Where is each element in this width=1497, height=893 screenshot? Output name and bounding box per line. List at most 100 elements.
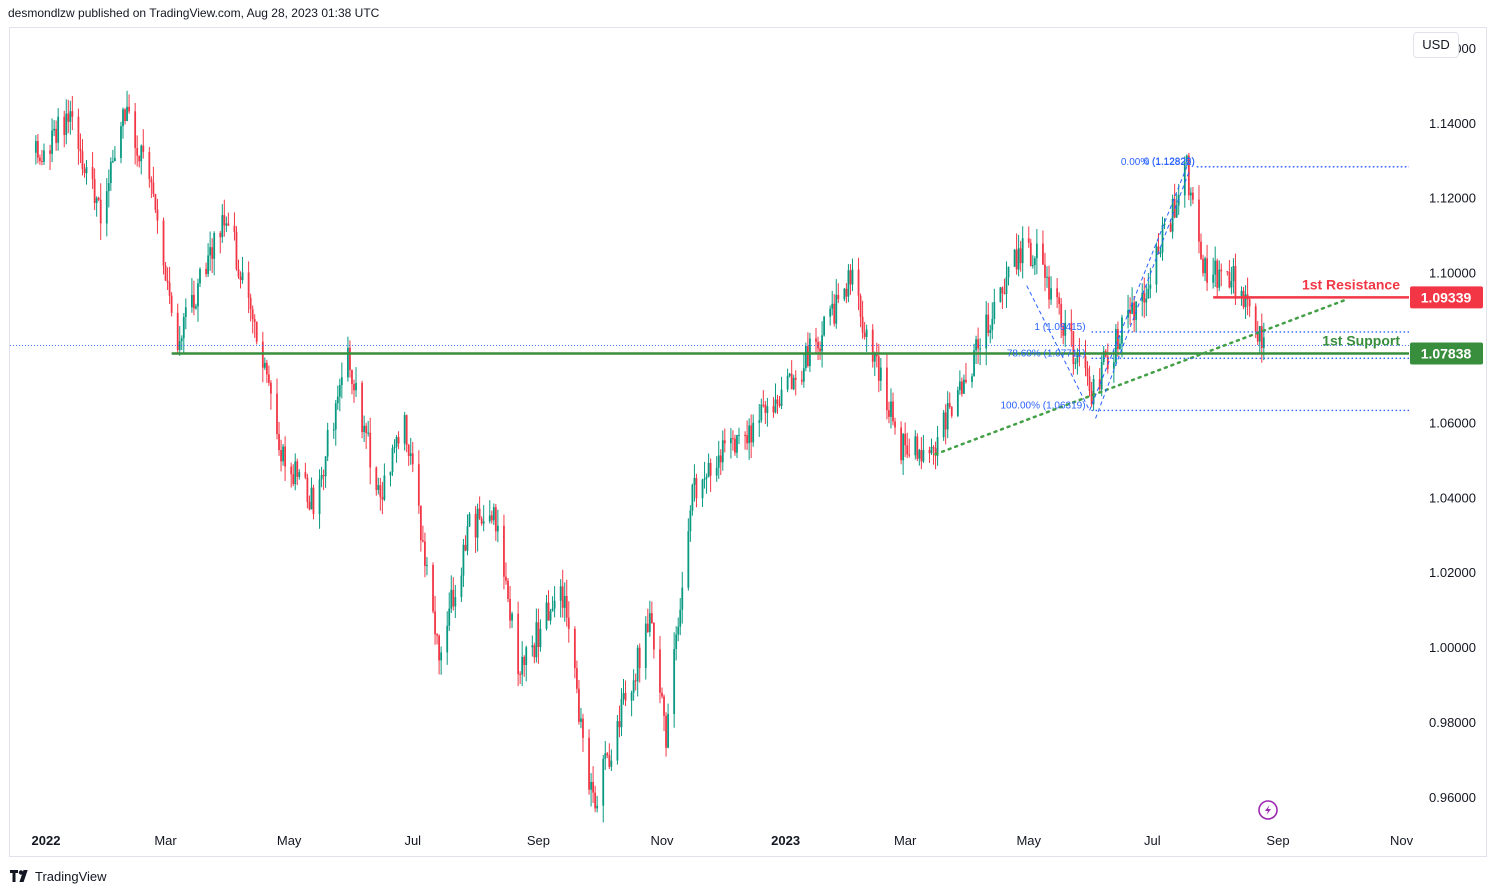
candle-body — [166, 280, 169, 283]
candle-body — [71, 111, 74, 117]
candle-body — [975, 339, 977, 351]
candle-body — [1157, 246, 1160, 254]
candle-body — [849, 270, 852, 285]
price-badges: 1.09339 1.07838 — [1410, 286, 1483, 365]
candle-body — [987, 314, 990, 333]
candle-body — [573, 628, 576, 669]
candle-body — [326, 429, 329, 457]
candle-body — [930, 446, 933, 454]
candle-body — [379, 485, 382, 497]
candle-body — [405, 415, 408, 446]
candle-body — [922, 449, 925, 462]
candle-body — [944, 412, 947, 430]
candle-body — [888, 410, 890, 417]
candle-body — [804, 346, 807, 369]
candle-body — [845, 288, 848, 297]
fib-level-label: 78.60% (1.07711) — [1007, 348, 1086, 359]
tradingview-footer[interactable]: TradingView — [10, 866, 107, 886]
candle-body — [780, 389, 783, 406]
candle-body — [65, 113, 68, 135]
time-tick-label: Sep — [1266, 833, 1289, 848]
candle-body — [462, 544, 465, 576]
candle-body — [81, 151, 84, 169]
currency-selector[interactable]: USD — [1413, 32, 1459, 58]
candle-body — [1175, 205, 1178, 218]
candle-body — [162, 220, 165, 266]
candle-body — [280, 450, 282, 462]
fib-leg-line — [1095, 169, 1191, 419]
candle-body — [608, 755, 611, 767]
fib-level-label: 0 (1.12826) — [1144, 157, 1195, 168]
candle-body — [1044, 264, 1046, 278]
candle-body — [890, 401, 892, 417]
candle-body — [877, 356, 880, 381]
candle-body — [69, 111, 72, 122]
candle-body — [1058, 297, 1061, 304]
candle-body — [482, 521, 485, 524]
candle-body — [563, 596, 566, 608]
candle-body — [306, 477, 309, 503]
candle-body — [1119, 343, 1121, 349]
candle-body — [255, 321, 258, 342]
candle-body — [715, 467, 718, 476]
candle-body — [1173, 199, 1176, 218]
candle-body — [650, 613, 653, 623]
candle-body — [511, 613, 513, 621]
candle-body — [800, 379, 803, 382]
candle-body — [553, 600, 556, 609]
price-tick-label: 1.02000 — [1429, 565, 1476, 580]
candle-body — [1084, 356, 1087, 369]
candle-body — [1244, 294, 1247, 308]
candle-body — [857, 269, 860, 296]
trendline[interactable] — [934, 299, 1346, 456]
candle-body — [942, 412, 945, 438]
candle-body — [355, 383, 357, 391]
candle-body — [788, 373, 791, 376]
candle-body — [681, 587, 684, 610]
candle-body — [284, 446, 287, 467]
candle-body — [509, 598, 511, 621]
candle-body — [551, 608, 554, 612]
candle-body — [519, 674, 522, 676]
candle-body — [985, 314, 988, 349]
candle-body — [760, 404, 763, 421]
candle-body — [717, 455, 720, 468]
candle-body — [1064, 322, 1067, 336]
candle-body — [977, 339, 980, 349]
tradingview-logo-icon — [10, 870, 28, 882]
candle-body — [1161, 225, 1164, 253]
candle-body — [596, 805, 599, 809]
candle-body — [1256, 331, 1259, 342]
candle-body — [525, 647, 528, 665]
candle-body — [476, 508, 479, 538]
candle-body — [659, 649, 661, 693]
candle-body — [417, 464, 420, 506]
price-tick-label: 1.00000 — [1429, 640, 1476, 655]
candle-body — [450, 589, 453, 609]
candle-body — [689, 510, 692, 532]
candle-body — [438, 635, 441, 661]
candles-layer — [34, 90, 1265, 823]
candle-body — [492, 507, 495, 521]
candle-body — [1163, 223, 1166, 226]
candle-body — [847, 270, 850, 297]
candle-body — [440, 652, 443, 661]
candle-body — [960, 381, 963, 394]
candle-body — [646, 623, 649, 632]
candle-body — [721, 440, 724, 463]
price-tick-label: 1.12000 — [1429, 191, 1476, 206]
candle-body — [221, 215, 224, 238]
candle-body — [764, 404, 767, 413]
candle-body — [403, 415, 406, 444]
candle-body — [956, 390, 959, 416]
candle-body — [886, 367, 888, 411]
candle-body — [460, 575, 463, 598]
candle-body — [107, 183, 110, 192]
candle-body — [270, 382, 272, 394]
candle-body — [1200, 241, 1202, 259]
candle-body — [989, 330, 992, 333]
replay-icon[interactable] — [1258, 800, 1278, 820]
candle-body — [950, 407, 953, 416]
candle-body — [979, 348, 982, 350]
